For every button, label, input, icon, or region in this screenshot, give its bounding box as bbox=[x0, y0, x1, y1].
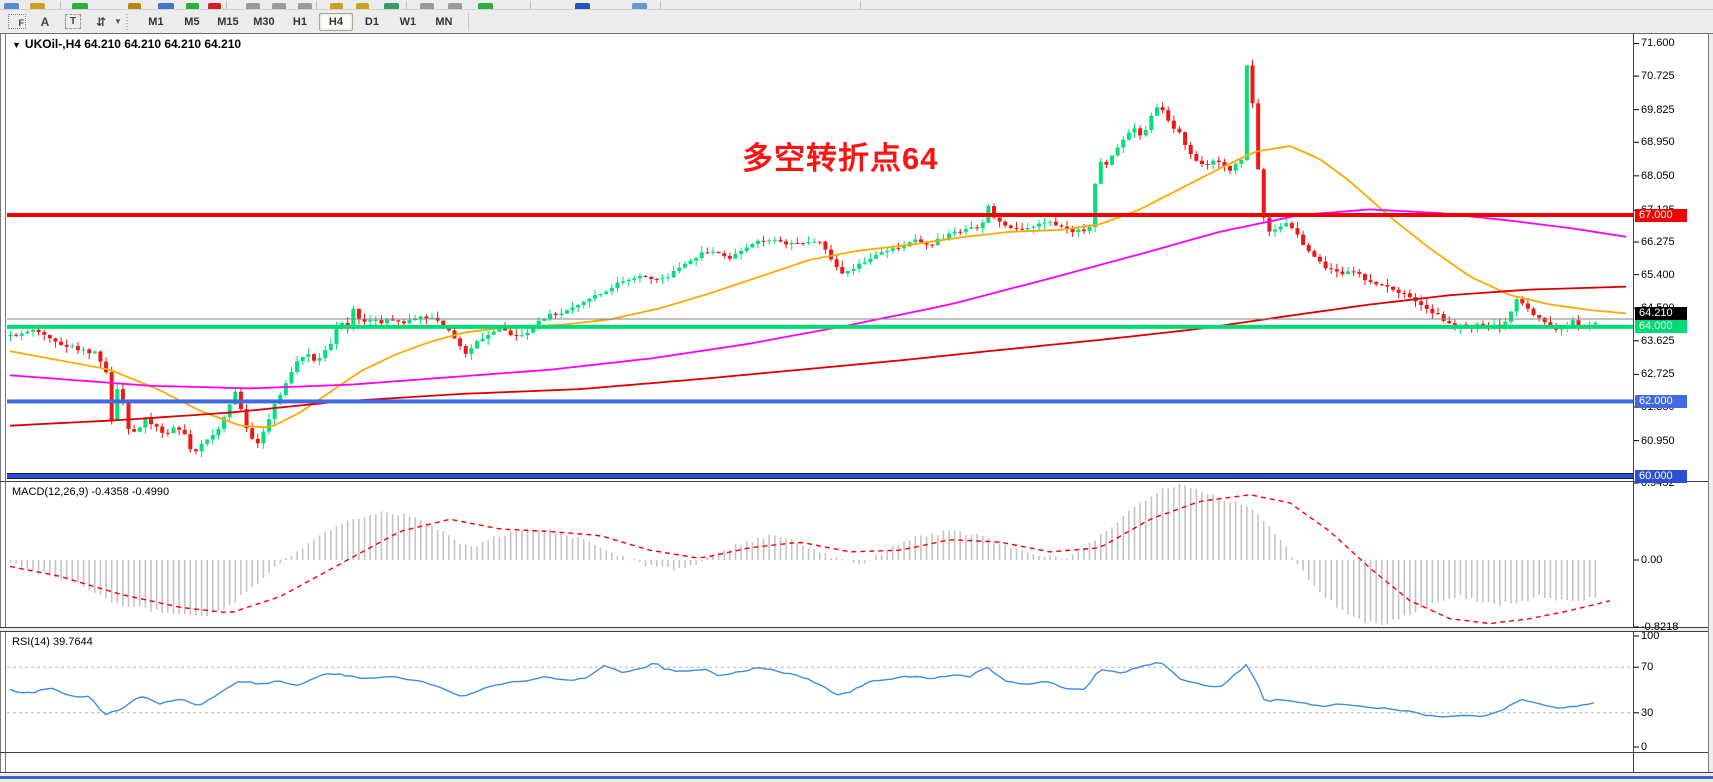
toolbar-separator bbox=[316, 1, 317, 9]
hline-62.000[interactable] bbox=[7, 399, 1633, 404]
chart-annotation: 多空转折点64 bbox=[742, 141, 939, 176]
price-level-tag: 60.000 bbox=[1635, 469, 1687, 483]
macd-signal-line bbox=[9, 494, 1611, 625]
toolbar-icon-partial[interactable] bbox=[632, 3, 647, 9]
toolbar-icon-partial[interactable] bbox=[298, 3, 312, 9]
toolbar-icon-partial[interactable] bbox=[448, 3, 462, 9]
macd-tick: 0.00 bbox=[1641, 554, 1663, 566]
toolbar-icon-partial[interactable] bbox=[158, 3, 174, 9]
arrow-tools-icon[interactable]: ⇵ bbox=[95, 14, 107, 29]
macd-tick: -0.8218 bbox=[1641, 620, 1679, 633]
toolbar-icon-partial[interactable] bbox=[128, 3, 141, 9]
price-tick: 63.625 bbox=[1641, 334, 1675, 347]
label-t-tool-icon[interactable]: T bbox=[62, 13, 84, 31]
toolbar-icon-partial[interactable] bbox=[246, 3, 260, 9]
price-tick: 68.050 bbox=[1641, 169, 1675, 182]
price-level-tag: 67.000 bbox=[1635, 208, 1687, 222]
toolbar-separator bbox=[60, 1, 61, 9]
chart-title-collapse-icon[interactable]: ▼ bbox=[12, 40, 21, 50]
toolbar-icon-partial[interactable] bbox=[356, 3, 369, 9]
price-level-tag: 62.000 bbox=[1635, 394, 1687, 408]
toolbar-separator bbox=[530, 1, 531, 9]
price-tick: 69.825 bbox=[1641, 103, 1675, 116]
toolbar-main-cutoff bbox=[0, 0, 1713, 10]
rsi-tick: 0 bbox=[1641, 741, 1648, 753]
price-level-tag: 64.000 bbox=[1635, 320, 1687, 334]
grid-f-tool-icon[interactable]: F bbox=[6, 13, 28, 31]
rsi-tick: 30 bbox=[1641, 706, 1654, 719]
hline-67.000[interactable] bbox=[7, 213, 1633, 217]
price-tick: 71.600 bbox=[1641, 37, 1675, 50]
toolbar-icon-partial[interactable] bbox=[72, 3, 88, 9]
toolbar-icon-partial[interactable] bbox=[30, 3, 45, 9]
timeframe-button-m5[interactable]: M5 bbox=[184, 15, 200, 28]
ma-mid-line bbox=[9, 208, 1627, 390]
rsi-tick: 70 bbox=[1641, 661, 1654, 674]
rsi-line bbox=[9, 661, 1595, 718]
toolbar-icon-partial[interactable] bbox=[478, 3, 493, 9]
rsi-indicator-label: RSI(14) 39.7644 bbox=[12, 636, 93, 648]
price-tick: 68.950 bbox=[1641, 136, 1675, 149]
timeframe-button-h4[interactable]: H4 bbox=[318, 12, 353, 31]
toolbar-icon-partial[interactable] bbox=[330, 3, 343, 9]
toolbar-icon-partial[interactable] bbox=[575, 3, 590, 9]
toolbar-grip[interactable] bbox=[125, 13, 130, 30]
price-tick: 66.275 bbox=[1641, 236, 1675, 249]
price-tick: 70.725 bbox=[1641, 70, 1675, 83]
ma-slow-line bbox=[9, 285, 1627, 427]
timeframe-button-h1[interactable]: H1 bbox=[292, 15, 307, 28]
toolbar-icon-partial[interactable] bbox=[186, 3, 199, 9]
timeframe-button-w1[interactable]: W1 bbox=[399, 15, 417, 28]
timeframe-button-mn[interactable]: MN bbox=[435, 15, 453, 28]
window-frame-accent bbox=[0, 776, 1713, 779]
toolbar-line-studies: F A T ⇵ ▼ M1 M5 M15 M30 H1 H4 D1 W1 MN bbox=[0, 10, 1713, 33]
chart-title-text: UKOil-,H4 64.210 64.210 64.210 64.210 bbox=[24, 37, 242, 51]
toolbar-icon-partial[interactable] bbox=[208, 3, 221, 9]
timeframe-button-m30[interactable]: M30 bbox=[253, 15, 275, 28]
hline-64.000[interactable] bbox=[7, 324, 1633, 329]
chevron-down-icon[interactable]: ▼ bbox=[114, 17, 122, 26]
ma-fast-line bbox=[9, 145, 1627, 429]
toolbar-separator bbox=[860, 1, 861, 9]
window-bottom-frame bbox=[0, 773, 1713, 782]
toolbar-icon-partial[interactable] bbox=[384, 3, 399, 9]
toolbar-icon-partial[interactable] bbox=[272, 3, 286, 9]
rsi-tick: 100 bbox=[1641, 630, 1660, 642]
toolbar-separator bbox=[226, 1, 227, 9]
price-tick: 60.950 bbox=[1641, 434, 1675, 447]
toolbar-icon-partial[interactable] bbox=[4, 3, 19, 9]
current-price-tag: 64.210 bbox=[1635, 307, 1687, 321]
toolbar-icon-partial[interactable] bbox=[420, 3, 434, 9]
price-tick: 65.400 bbox=[1641, 268, 1675, 281]
timeframe-button-m15[interactable]: M15 bbox=[217, 15, 239, 28]
timeframe-button-m1[interactable]: M1 bbox=[148, 15, 164, 28]
timeframe-button-d1[interactable]: D1 bbox=[364, 15, 379, 28]
text-a-tool-icon[interactable]: A bbox=[40, 14, 50, 29]
price-tick: 62.725 bbox=[1641, 368, 1675, 381]
toolbar-separator bbox=[406, 1, 407, 9]
chart-title: ▼ UKOil-,H4 64.210 64.210 64.210 64.210 bbox=[12, 37, 241, 51]
macd-indicator-label: MACD(12,26,9) -0.4358 -0.4990 bbox=[12, 486, 170, 498]
toolbar-separator bbox=[467, 12, 469, 31]
toolbar-separator bbox=[660, 1, 661, 9]
